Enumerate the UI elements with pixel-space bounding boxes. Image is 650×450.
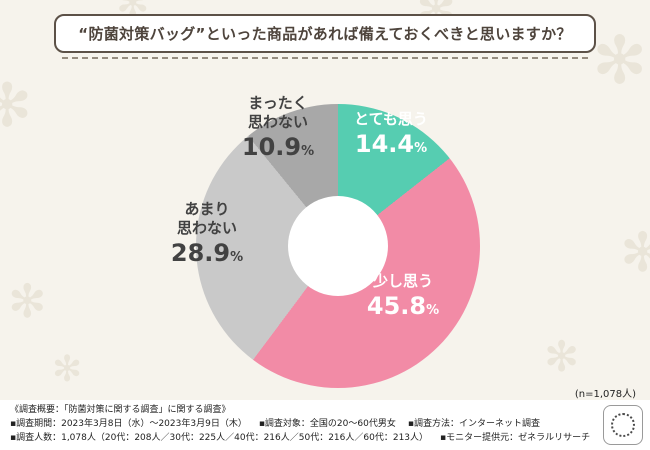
segment-label-not-much: あまり 思わない 28.9% [156,200,258,268]
segment-label-very-much: とても思う 14.4% [330,110,452,159]
segment-value: 45.8% [366,291,440,320]
survey-question-text: “防菌対策バッグ”といった商品があれば備えておくべきと思いますか？ [78,25,572,43]
snowflake-icon [8,278,47,324]
segment-label-somewhat: 少し思う 45.8% [344,272,462,321]
sample-size-label: (n=1,078人) [574,389,636,400]
segment-value: 28.9% [170,238,244,267]
percent-sign: % [230,249,244,265]
general-research-logo [603,405,643,445]
snowflake-icon [592,28,647,94]
percent-sign: % [301,143,315,159]
survey-count: ▪調査人数：1,078人（20代：208人／30代：225人／40代：216人／… [10,432,429,443]
snowflake-icon [0,76,32,136]
logo-circle-mark [611,413,635,437]
survey-method: ▪調査方法：インターネット調査 [407,418,540,429]
segment-value: 14.4% [354,129,428,158]
survey-summary: 《調査概要：「防菌対策に関する調査」に関する調査》 [10,405,231,415]
snowflake-icon [544,336,579,378]
survey-question-box: “防菌対策バッグ”といった商品があれば備えておくべきと思いますか？ [54,14,596,59]
segment-label-not-at-all: まったく 思わない 10.9% [224,94,332,162]
segment-name: まったく 思わない [247,94,308,131]
segment-value: 10.9% [241,132,315,161]
survey-overview-footer: 《調査概要：「防菌対策に関する調査」に関する調査》 ▪調査期間：2023年3月8… [0,400,650,450]
donut-chart [196,104,480,388]
segment-name: 少し思う [372,272,433,290]
percent-sign: % [414,140,428,156]
snowflake-icon [620,226,650,280]
segment-name: とても思う [354,110,428,128]
survey-period: ▪調査期間：2023年3月8日（水）〜2023年3月9日（木） [10,418,247,429]
percent-sign: % [426,302,440,318]
survey-provider: ▪モニター提供元：ゼネラルリサーチ [440,432,591,443]
segment-name: あまり 思わない [176,200,237,237]
snowflake-icon [52,352,82,388]
donut-hole [288,196,388,296]
survey-target: ▪調査対象：全国の20〜60代男女 [258,418,396,429]
